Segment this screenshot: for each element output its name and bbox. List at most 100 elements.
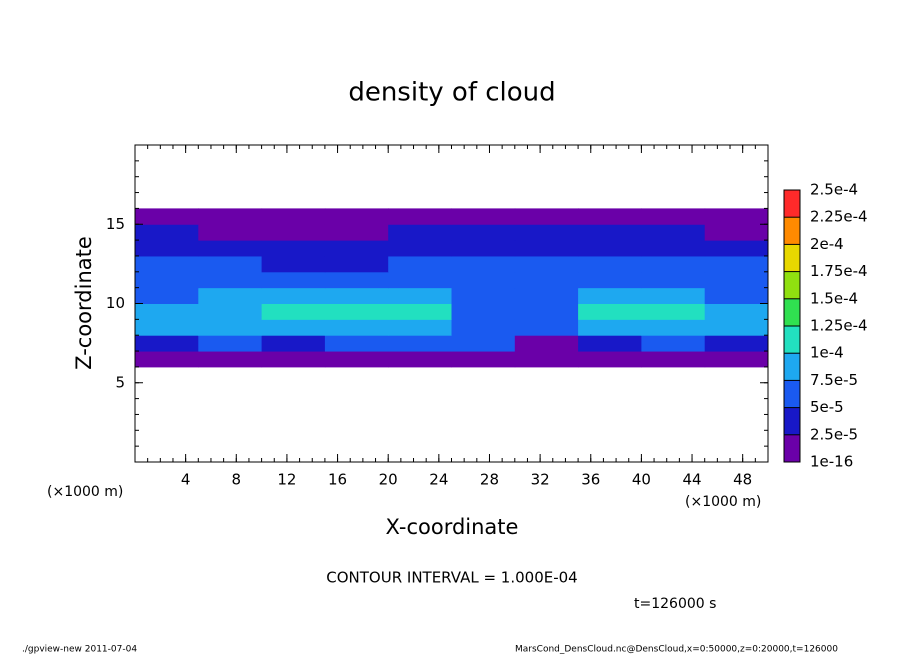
shade-cell	[641, 145, 705, 161]
colorbar-segment	[784, 353, 800, 381]
shade-cell	[514, 319, 579, 336]
shade-cell	[578, 367, 642, 383]
shade-cell	[198, 193, 262, 209]
shade-cell	[578, 399, 642, 415]
shade-cell	[324, 319, 389, 336]
shade-cell	[704, 335, 769, 352]
colorbar-segment	[784, 380, 800, 408]
shade-cell	[641, 351, 706, 368]
shade-cell	[641, 271, 706, 289]
shade-cell	[452, 145, 516, 161]
x-tick-label: 28	[480, 471, 499, 489]
shade-cell	[515, 177, 579, 193]
shade-cell	[135, 367, 199, 383]
shade-cell	[704, 208, 769, 225]
shade-cell	[198, 271, 263, 289]
footer-right: MarsCond_DensCloud.nc@DensCloud,x=0:5000…	[515, 645, 838, 654]
shade-cell	[198, 208, 263, 225]
colorbar-segment	[784, 271, 800, 299]
shade-cell	[578, 319, 642, 336]
x-tick-label: 44	[682, 471, 701, 489]
colorbar-segment	[784, 217, 800, 245]
shade-cell	[198, 303, 263, 320]
shade-cell	[704, 240, 769, 257]
shade-cell	[261, 240, 326, 257]
shade-cell	[325, 177, 389, 193]
shade-cell	[515, 383, 579, 399]
shade-cell	[135, 240, 199, 257]
shade-cell	[262, 367, 326, 383]
shade-cell	[578, 287, 642, 304]
shade-cell	[135, 430, 199, 446]
shade-cell	[641, 399, 705, 415]
shade-cell	[388, 193, 452, 209]
shade-cell	[388, 430, 452, 446]
contour-interval: CONTOUR INTERVAL = 1.000E-04	[326, 569, 577, 587]
shade-cell	[325, 193, 389, 209]
shade-cell	[704, 224, 769, 241]
shade-cell	[388, 287, 452, 304]
shade-cell	[451, 240, 516, 257]
shade-cell	[515, 193, 579, 209]
shade-cell	[325, 145, 389, 161]
shade-cell	[261, 319, 326, 336]
shade-cell	[515, 446, 579, 462]
shade-cell	[388, 255, 452, 273]
shade-cell	[262, 446, 326, 462]
shade-cell	[388, 399, 452, 415]
shade-cell	[261, 255, 326, 273]
shade-cell	[324, 303, 389, 320]
shade-cell	[578, 224, 642, 241]
colorbar-label: 2e-4	[810, 235, 844, 253]
shade-cell	[705, 145, 769, 161]
colorbar-label: 2.5e-4	[810, 181, 858, 199]
shade-cell	[641, 446, 705, 462]
shade-cell	[324, 255, 389, 273]
shade-cell	[515, 145, 579, 161]
colorbar-label: 1.25e-4	[810, 317, 868, 335]
time-label: t=126000 s	[634, 596, 716, 612]
shade-cell	[452, 446, 516, 462]
colorbar-label: 1e-16	[810, 453, 853, 471]
colorbar-label: 2.25e-4	[810, 208, 868, 226]
colorbar-segment	[784, 298, 800, 326]
shade-cell	[641, 287, 706, 304]
shade-cell	[198, 177, 262, 193]
shade-cell	[325, 399, 389, 415]
shade-cell	[641, 193, 705, 209]
shade-cell	[261, 351, 326, 368]
shade-cell	[262, 161, 326, 177]
shade-cell	[451, 271, 516, 289]
shade-cell	[704, 319, 769, 336]
colorbar-segment	[784, 326, 800, 354]
shade-cell	[388, 145, 452, 161]
shade-cell	[135, 319, 199, 336]
shade-cell	[578, 145, 642, 161]
shade-cell	[578, 193, 642, 209]
shade-cell	[324, 208, 389, 225]
shade-cell	[388, 367, 452, 383]
colorbar-label: 1.5e-4	[810, 289, 858, 307]
colorbar-segment	[784, 407, 800, 435]
shade-cell	[198, 319, 263, 336]
shade-cell	[388, 319, 452, 336]
shade-cell	[705, 193, 769, 209]
shade-cell	[641, 240, 706, 257]
shade-cell	[388, 240, 452, 257]
shade-cell	[514, 240, 579, 257]
shade-cell	[641, 367, 705, 383]
shade-cell	[705, 367, 769, 383]
shade-cell	[262, 383, 326, 399]
shade-cell	[261, 287, 326, 304]
footer-left: ./gpview-new 2011-07-04	[22, 645, 137, 654]
shade-cell	[135, 161, 199, 177]
shade-cell	[198, 224, 263, 241]
shade-cell	[325, 430, 389, 446]
shade-cell	[198, 414, 262, 430]
shade-cell	[452, 161, 516, 177]
shade-cell	[388, 224, 452, 241]
shade-cell	[261, 224, 326, 241]
y-tick-label: 5	[115, 373, 125, 391]
colorbar-segment	[784, 190, 800, 218]
x-tick-label: 4	[181, 471, 191, 489]
